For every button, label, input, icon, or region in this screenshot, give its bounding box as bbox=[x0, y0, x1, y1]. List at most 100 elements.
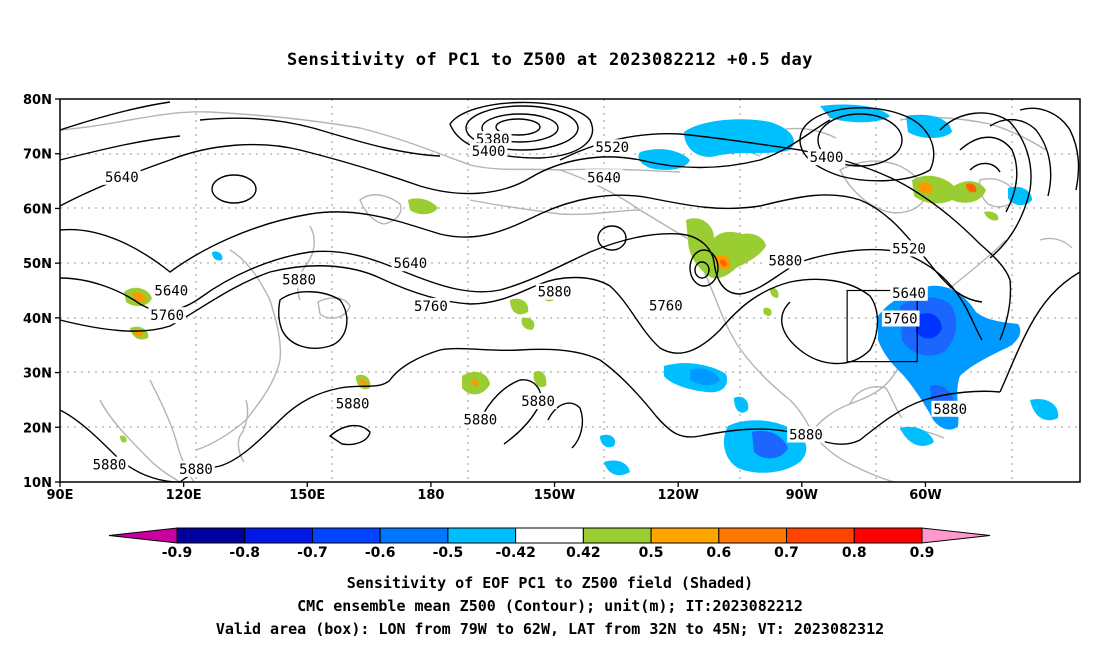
caption-line-1: Sensitivity of EOF PC1 to Z500 field (Sh… bbox=[346, 574, 754, 592]
contour-label: 5760 bbox=[414, 299, 448, 315]
contour-label: 5880 bbox=[768, 254, 802, 270]
contour-label: 5640 bbox=[393, 256, 427, 272]
colorbar-swatch bbox=[379, 527, 449, 544]
contour-label-bg bbox=[647, 297, 685, 314]
lat-label: 40N bbox=[23, 312, 52, 327]
contour-label-bg bbox=[931, 400, 969, 417]
colorbar-tick-label: -0.8 bbox=[229, 545, 260, 561]
contour-label-bg bbox=[391, 255, 430, 272]
contour-label: 5880 bbox=[789, 427, 823, 443]
contour-label-bg bbox=[890, 284, 928, 301]
colorbar-tick-label: -0.9 bbox=[162, 545, 193, 561]
lon-label: 60W bbox=[909, 488, 941, 503]
lat-label: 20N bbox=[23, 421, 52, 436]
contour-label: 5640 bbox=[587, 170, 621, 186]
contour-label-bg bbox=[890, 240, 928, 257]
colorbar-tick-label: 0.7 bbox=[774, 545, 799, 561]
contour-label-bg bbox=[766, 252, 805, 269]
colorbar-swatch bbox=[718, 527, 788, 544]
contour-label: 5880 bbox=[538, 285, 572, 301]
caption-line-2: CMC ensemble mean Z500 (Contour); unit(m… bbox=[297, 597, 803, 615]
contour-label: 5520 bbox=[892, 241, 926, 257]
colorbar-swatch bbox=[311, 527, 381, 544]
contour-label: 5880 bbox=[521, 394, 555, 410]
contour-label-bg bbox=[148, 307, 186, 324]
contour-label: 5400 bbox=[472, 144, 506, 160]
lat-label: 10N bbox=[23, 476, 52, 491]
contour-label: 5640 bbox=[154, 284, 188, 300]
contour-label-bg bbox=[585, 169, 623, 186]
contour-label: 5880 bbox=[282, 273, 316, 289]
lat-label: 80N bbox=[23, 93, 52, 108]
contour-label-bg bbox=[152, 282, 191, 299]
lon-label: 90E bbox=[47, 488, 74, 503]
contour-label-bg bbox=[177, 460, 215, 477]
colorbar-swatch bbox=[447, 527, 517, 544]
map-gridlines bbox=[60, 99, 1080, 482]
contour-label-bg bbox=[90, 456, 129, 473]
contour-label: 5880 bbox=[93, 458, 127, 474]
contour-label-bg bbox=[881, 310, 920, 327]
colorbar-tick-label: 0.8 bbox=[842, 545, 867, 561]
contour-label: 5760 bbox=[884, 311, 918, 327]
lon-label: 150W bbox=[534, 488, 575, 503]
contour-label: 5640 bbox=[892, 286, 926, 302]
lon-label: 90W bbox=[786, 488, 818, 503]
caption-line-3: Valid area (box): LON from 79W to 62W, L… bbox=[215, 620, 885, 638]
lat-label: 30N bbox=[23, 367, 52, 382]
colorbar-swatch bbox=[650, 527, 720, 544]
colorbar-tick-label: 0.5 bbox=[639, 545, 664, 561]
contour-label-bg bbox=[787, 426, 825, 443]
page-title: Sensitivity of PC1 to Z500 at 2023082212… bbox=[286, 50, 813, 70]
lat-label: 60N bbox=[23, 202, 52, 217]
colorbar-tick-label: 0.6 bbox=[706, 545, 731, 561]
contour-label-bg bbox=[280, 271, 318, 288]
lon-label: 180 bbox=[417, 488, 444, 503]
contour-label: 5640 bbox=[105, 170, 139, 186]
map-frame bbox=[59, 98, 1081, 483]
contour-label: 5760 bbox=[150, 308, 184, 324]
contour-label-bg bbox=[593, 139, 632, 156]
contour-label-bg bbox=[461, 411, 500, 428]
lon-label: 120E bbox=[166, 488, 202, 503]
colorbar-swatch bbox=[176, 527, 246, 544]
colorbar-tick-label: -0.5 bbox=[433, 545, 464, 561]
colorbar-tick-label: 0.42 bbox=[566, 545, 601, 561]
lon-label: 150E bbox=[289, 488, 325, 503]
colorbar-tick-label: -0.6 bbox=[365, 545, 396, 561]
colorbar-swatch bbox=[515, 527, 584, 544]
shade-neg-pacific-north bbox=[638, 149, 690, 170]
colorbar-tick-label: 0.9 bbox=[910, 545, 935, 561]
contour-label-bg bbox=[535, 283, 574, 300]
contour-label-bg bbox=[469, 143, 508, 160]
z500-contours bbox=[59, 101, 1081, 483]
contour-label-bg bbox=[473, 131, 512, 148]
contour-label-bg bbox=[412, 297, 450, 314]
contour-label: 5880 bbox=[464, 413, 498, 429]
contour-label-bg bbox=[519, 393, 557, 410]
colorbar-swatch bbox=[853, 527, 923, 544]
contour-label: 5760 bbox=[649, 298, 683, 314]
contour-label: 5400 bbox=[810, 150, 844, 166]
lat-label: 70N bbox=[23, 148, 52, 163]
colorbar-high-triangle bbox=[921, 527, 991, 544]
colorbar-swatch bbox=[582, 527, 652, 544]
contour-label: 5520 bbox=[595, 140, 629, 156]
contour-label: 5880 bbox=[336, 396, 370, 412]
colorbar-swatch bbox=[244, 527, 313, 544]
colorbar-low-triangle bbox=[108, 527, 178, 544]
contour-label: 5880 bbox=[933, 402, 967, 418]
shade-neg-arctic bbox=[684, 119, 794, 157]
lat-label: 50N bbox=[23, 257, 52, 272]
contour-label-bg bbox=[807, 149, 846, 166]
lon-label: 120W bbox=[657, 488, 698, 503]
contour-label-bg bbox=[103, 168, 141, 185]
colorbar-swatch bbox=[786, 527, 855, 544]
contour-label: 5880 bbox=[179, 462, 213, 478]
colorbar-tick-label: -0.42 bbox=[495, 545, 535, 561]
colorbar: -0.9 -0.8 -0.7 -0.6 -0.5 -0.42 0.42 0.5 0.6 0.7 0.… bbox=[108, 527, 991, 561]
colorbar-tick-label: -0.7 bbox=[297, 545, 328, 561]
